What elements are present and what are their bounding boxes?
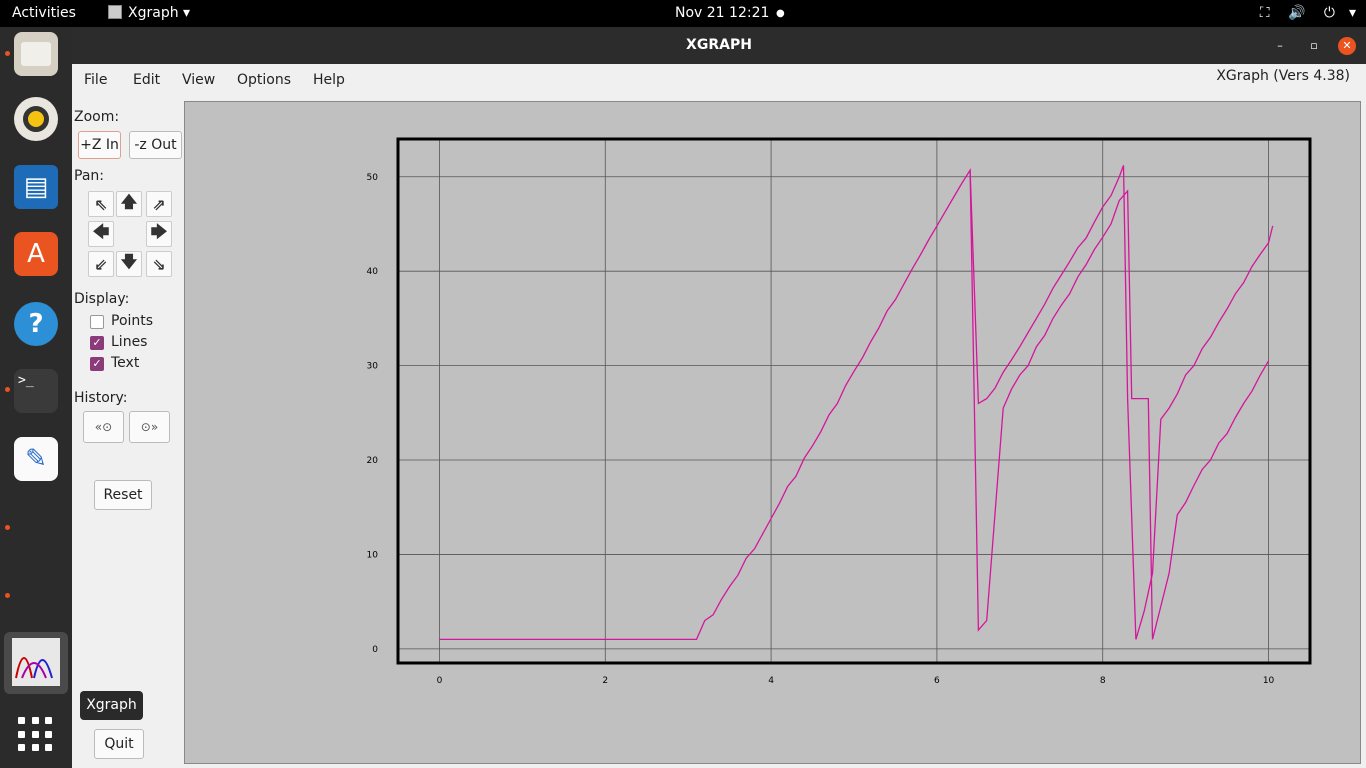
history-forward-button[interactable]: ⊙» [129,411,170,443]
power-icon[interactable]: ⏻ [1323,5,1335,21]
y-tick-label: 10 [367,550,379,560]
version-label: XGraph (Vers 4.38) [1216,68,1350,84]
app-menu[interactable]: Xgraph ▾ [108,0,190,27]
xgraph-window: XGRAPH – ▫ ✕ File Edit View Options Help… [72,27,1366,768]
text-label: Text [111,355,140,371]
y-tick-label: 30 [367,362,379,372]
menu-file[interactable]: File [84,72,108,88]
pan-label: Pan: [74,168,104,184]
pan-down-icon[interactable]: 🡇 [116,251,142,277]
volume-icon[interactable]: 🔊 [1288,5,1306,21]
app-menu-label: Xgraph [128,5,179,21]
pan-up-left-icon[interactable]: ⇖ [88,191,114,217]
text-editor-icon[interactable]: ✎ [14,437,58,481]
x-tick-label: 4 [768,676,774,686]
y-tick-label: 0 [372,645,378,655]
running-indicator [5,387,10,392]
chart[interactable]: 0 2 4 6 8 10 0 10 20 30 40 50 [185,102,1360,763]
menu-bar: File Edit View Options Help [72,64,1366,94]
history-label: History: [74,390,128,406]
top-bar: Activities Xgraph ▾ Nov 21 12:21 ● ⛶ 🔊 ⏻… [0,0,1366,27]
terminal-icon[interactable]: >_ [14,369,58,413]
running-indicator [5,51,10,56]
history-back-button[interactable]: «⊙ [83,411,124,443]
pan-up-icon[interactable]: 🡅 [116,191,142,217]
show-apps-icon[interactable] [18,717,54,753]
points-label: Points [111,313,154,329]
running-indicator [5,593,10,598]
xgraph-thumbnail [12,638,60,686]
close-icon[interactable]: ✕ [1338,37,1356,55]
zoom-out-button[interactable]: -z Out [129,131,182,159]
lines-label: Lines [111,334,148,350]
dock: ▤ A ? >_ ✎ [0,27,72,768]
help-icon[interactable]: ? [14,302,58,346]
system-tray[interactable]: ⛶ 🔊 ⏻ ▾ [1246,0,1356,27]
caret-down-icon: ▾ [178,5,191,21]
xgraph-app-icon [108,5,122,19]
x-tick-label: 2 [602,676,608,686]
y-tick-label: 20 [367,456,379,466]
activities-button[interactable]: Activities [12,5,76,21]
pan-down-left-icon[interactable]: ⇙ [88,251,114,277]
series-line-2 [969,165,1274,640]
minimize-icon[interactable]: – [1277,39,1283,52]
points-checkbox[interactable] [90,315,104,329]
clock[interactable]: Nov 21 12:21 [675,5,770,21]
quit-button[interactable]: Quit [94,729,144,759]
network-icon[interactable]: ⛶ [1259,5,1270,21]
rhythmbox-icon[interactable] [14,97,58,141]
pan-up-right-icon[interactable]: ⇗ [146,191,172,217]
menu-help[interactable]: Help [313,72,345,88]
x-tick-label: 6 [934,676,940,686]
plot-area[interactable]: 0 2 4 6 8 10 0 10 20 30 40 50 [184,101,1361,764]
files-icon[interactable] [14,32,58,76]
caret-down-icon: ▾ [1348,5,1356,21]
x-tick-label: 10 [1263,676,1275,686]
pan-left-icon[interactable]: 🡄 [88,221,114,247]
y-tick-label: 40 [367,267,379,277]
notification-dot: ● [776,8,785,19]
pan-right-icon[interactable]: 🡆 [146,221,172,247]
menu-view[interactable]: View [182,72,216,88]
running-indicator [5,525,10,530]
xgraph-icon [12,638,60,686]
writer-icon[interactable]: ▤ [14,165,58,209]
menu-edit[interactable]: Edit [133,72,161,88]
dock-tooltip: Xgraph [80,691,143,720]
maximize-icon[interactable]: ▫ [1310,39,1318,52]
pan-down-right-icon[interactable]: ⇘ [146,251,172,277]
menu-options[interactable]: Options [237,72,292,88]
series-line-1 [439,168,1270,641]
zoom-label: Zoom: [74,109,120,125]
xgraph-dock-item[interactable] [4,632,68,694]
plot-frame [396,137,1312,665]
zoom-in-button[interactable]: +Z In [78,131,121,159]
display-label: Display: [74,291,130,307]
window-title: XGRAPH [686,37,752,53]
x-tick-label: 8 [1100,676,1106,686]
software-icon[interactable]: A [14,232,58,276]
reset-button[interactable]: Reset [94,480,152,510]
lines-checkbox[interactable]: ✓ [90,336,104,350]
title-bar[interactable]: XGRAPH – ▫ ✕ [72,27,1366,64]
x-tick-label: 0 [437,676,443,686]
y-tick-label: 50 [367,173,379,183]
text-checkbox[interactable]: ✓ [90,357,104,371]
